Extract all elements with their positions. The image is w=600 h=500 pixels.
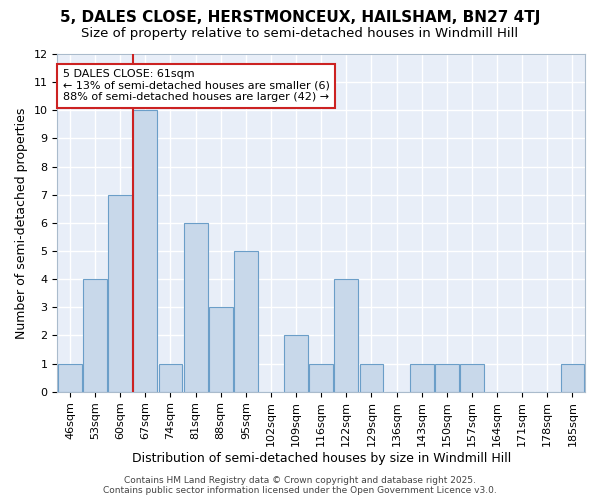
Bar (158, 364, 182, 392)
Bar (309, 364, 333, 392)
Bar (234, 251, 258, 392)
Text: Size of property relative to semi-detached houses in Windmill Hill: Size of property relative to semi-detach… (82, 28, 518, 40)
Bar (359, 364, 383, 392)
Bar (209, 308, 233, 392)
Bar (108, 194, 132, 392)
Bar (284, 336, 308, 392)
Text: 5 DALES CLOSE: 61sqm
← 13% of semi-detached houses are smaller (6)
88% of semi-d: 5 DALES CLOSE: 61sqm ← 13% of semi-detac… (62, 69, 329, 102)
X-axis label: Distribution of semi-detached houses by size in Windmill Hill: Distribution of semi-detached houses by … (131, 452, 511, 465)
Y-axis label: Number of semi-detached properties: Number of semi-detached properties (15, 107, 28, 338)
Bar (460, 364, 484, 392)
Bar (334, 279, 358, 392)
Bar (410, 364, 434, 392)
Bar (560, 364, 584, 392)
Bar (435, 364, 459, 392)
Bar (184, 223, 208, 392)
Text: 5, DALES CLOSE, HERSTMONCEUX, HAILSHAM, BN27 4TJ: 5, DALES CLOSE, HERSTMONCEUX, HAILSHAM, … (60, 10, 540, 25)
Text: Contains HM Land Registry data © Crown copyright and database right 2025.
Contai: Contains HM Land Registry data © Crown c… (103, 476, 497, 495)
Bar (58, 364, 82, 392)
Bar (83, 279, 107, 392)
Bar (133, 110, 157, 392)
